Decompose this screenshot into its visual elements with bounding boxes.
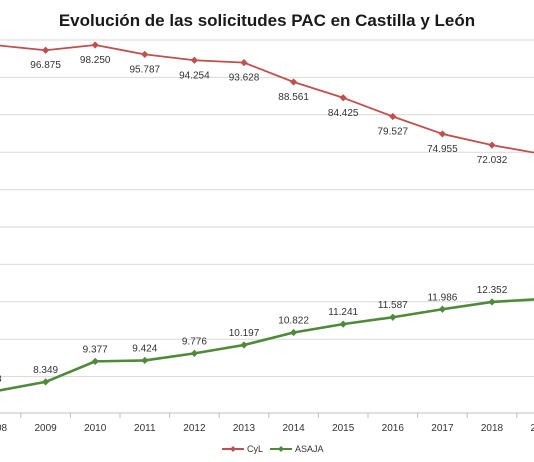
series-line [0,298,534,392]
data-point [339,94,347,102]
legend-marker [278,446,284,452]
chart-title: Evolución de las solicitudes PAC en Cast… [59,11,475,30]
data-point [141,50,149,59]
data-point [240,341,248,349]
data-point [339,320,347,328]
data-point [389,112,397,121]
series-cyl: 96.875 98.250 95.787 94.254 93.628 88.561 84.4… [0,41,534,166]
x-tick-label: 2008 [0,423,8,434]
data-label: 11.986 [427,292,457,303]
x-tick-label: 2013 [233,423,256,434]
data-point [42,378,50,386]
data-point [438,305,446,313]
data-label: 72.032 [477,155,508,166]
x-tick-label: 2016 [382,423,405,434]
data-point [290,78,298,86]
x-axis-ticks: 2008 2009 2010 2011 2012 2013 2014 2015 2016 2017… [0,413,534,434]
x-tick-label: 2015 [332,423,355,434]
data-label: 10.822 [278,316,309,327]
data-point [389,313,397,321]
data-label: 10.197 [229,328,260,339]
legend-label: CyL [247,444,263,454]
grid-lines [0,39,534,414]
data-point [488,298,496,306]
data-label: 11.241 [328,307,358,318]
data-point [91,357,99,365]
data-point [190,56,198,64]
legend-label: ASAJA [295,444,324,454]
data-point [240,59,248,67]
data-label: 9.776 [182,336,207,347]
data-label: 98.250 [80,55,111,66]
x-tick-label: 2017 [431,423,454,434]
x-tick-label: 2012 [183,423,206,434]
legend-marker [230,446,236,452]
data-label: 84.425 [328,108,359,119]
data-label: 9.377 [83,344,108,355]
data-point [290,328,298,337]
x-tick-label: 2010 [84,423,107,434]
data-point [488,141,496,149]
x-tick-label: 2018 [481,423,504,434]
x-tick-label: 2009 [34,423,57,434]
series-asaja: 93 8.349 9.377 9.424 9.776 10.197 10.822 11.241… [0,285,534,392]
data-label: 93 [0,374,2,385]
data-point [42,46,50,54]
x-tick-label: 2019 [530,423,534,434]
data-label: 88.561 [278,92,309,103]
data-label: 94.254 [179,70,210,81]
x-tick-label: 2011 [134,423,156,434]
data-label: 8.349 [33,365,58,376]
data-point [190,349,198,357]
series-line [0,44,534,154]
legend: CyL ASAJA [222,444,324,454]
data-label: 96.875 [30,60,61,71]
data-label: 74.955 [427,144,458,155]
data-point [438,130,446,138]
data-label: 9.424 [132,343,157,354]
data-label: 79.527 [378,126,409,137]
data-label: 12.352 [477,285,508,296]
data-label: 93.628 [229,73,260,84]
data-point [91,41,99,49]
data-point [141,356,149,365]
data-label: 95.787 [130,64,161,75]
x-tick-label: 2014 [282,423,305,434]
data-label: 11.587 [378,300,408,311]
